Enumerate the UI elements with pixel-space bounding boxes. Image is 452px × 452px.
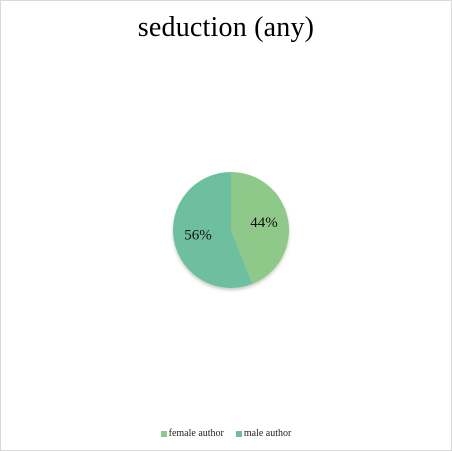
pie-data-label-female-author: 44% [250, 215, 278, 231]
legend-label-male-author: male author [243, 428, 292, 439]
legend-label-female-author: female author [168, 428, 224, 439]
chart-title: seduction (any) [137, 12, 315, 43]
legend-swatch-male-author [235, 430, 242, 437]
legend-item-male-author: male author [235, 428, 292, 439]
legend-swatch-female-author [160, 430, 167, 437]
pie-data-label-male-author: 56% [184, 228, 212, 244]
pie-slice-female-author [231, 172, 289, 284]
chart-legend: female author male author [0, 428, 452, 439]
pie-slice-male-author [172, 172, 253, 289]
legend-item-female-author: female author [160, 428, 224, 439]
